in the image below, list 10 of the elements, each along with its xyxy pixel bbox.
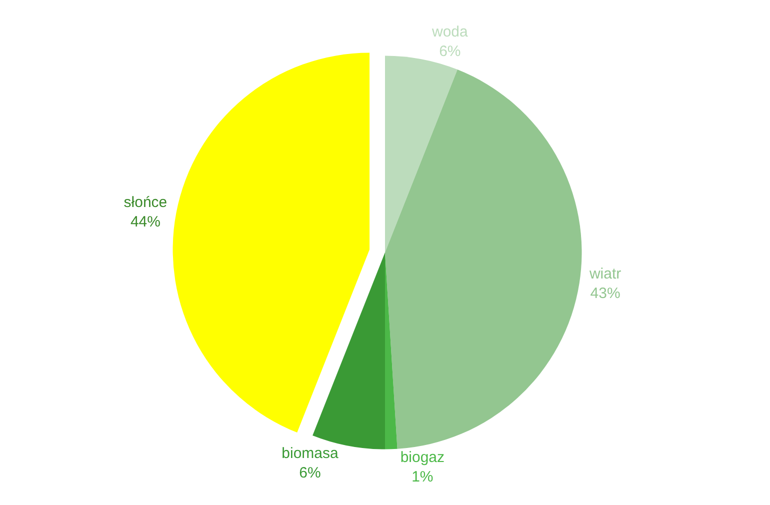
slice-label: biogaz xyxy=(400,449,445,466)
data-label: 43% xyxy=(590,284,620,302)
slice-label: biomasa xyxy=(282,445,340,462)
data-label: 6% xyxy=(299,464,321,482)
slice-label: słońce xyxy=(124,194,168,211)
data-label: 1% xyxy=(412,468,434,486)
data-label: 44% xyxy=(130,213,160,230)
slice-label: wiatr xyxy=(588,265,622,282)
slice-label: woda xyxy=(430,23,469,40)
data-label: 6% xyxy=(439,42,461,60)
